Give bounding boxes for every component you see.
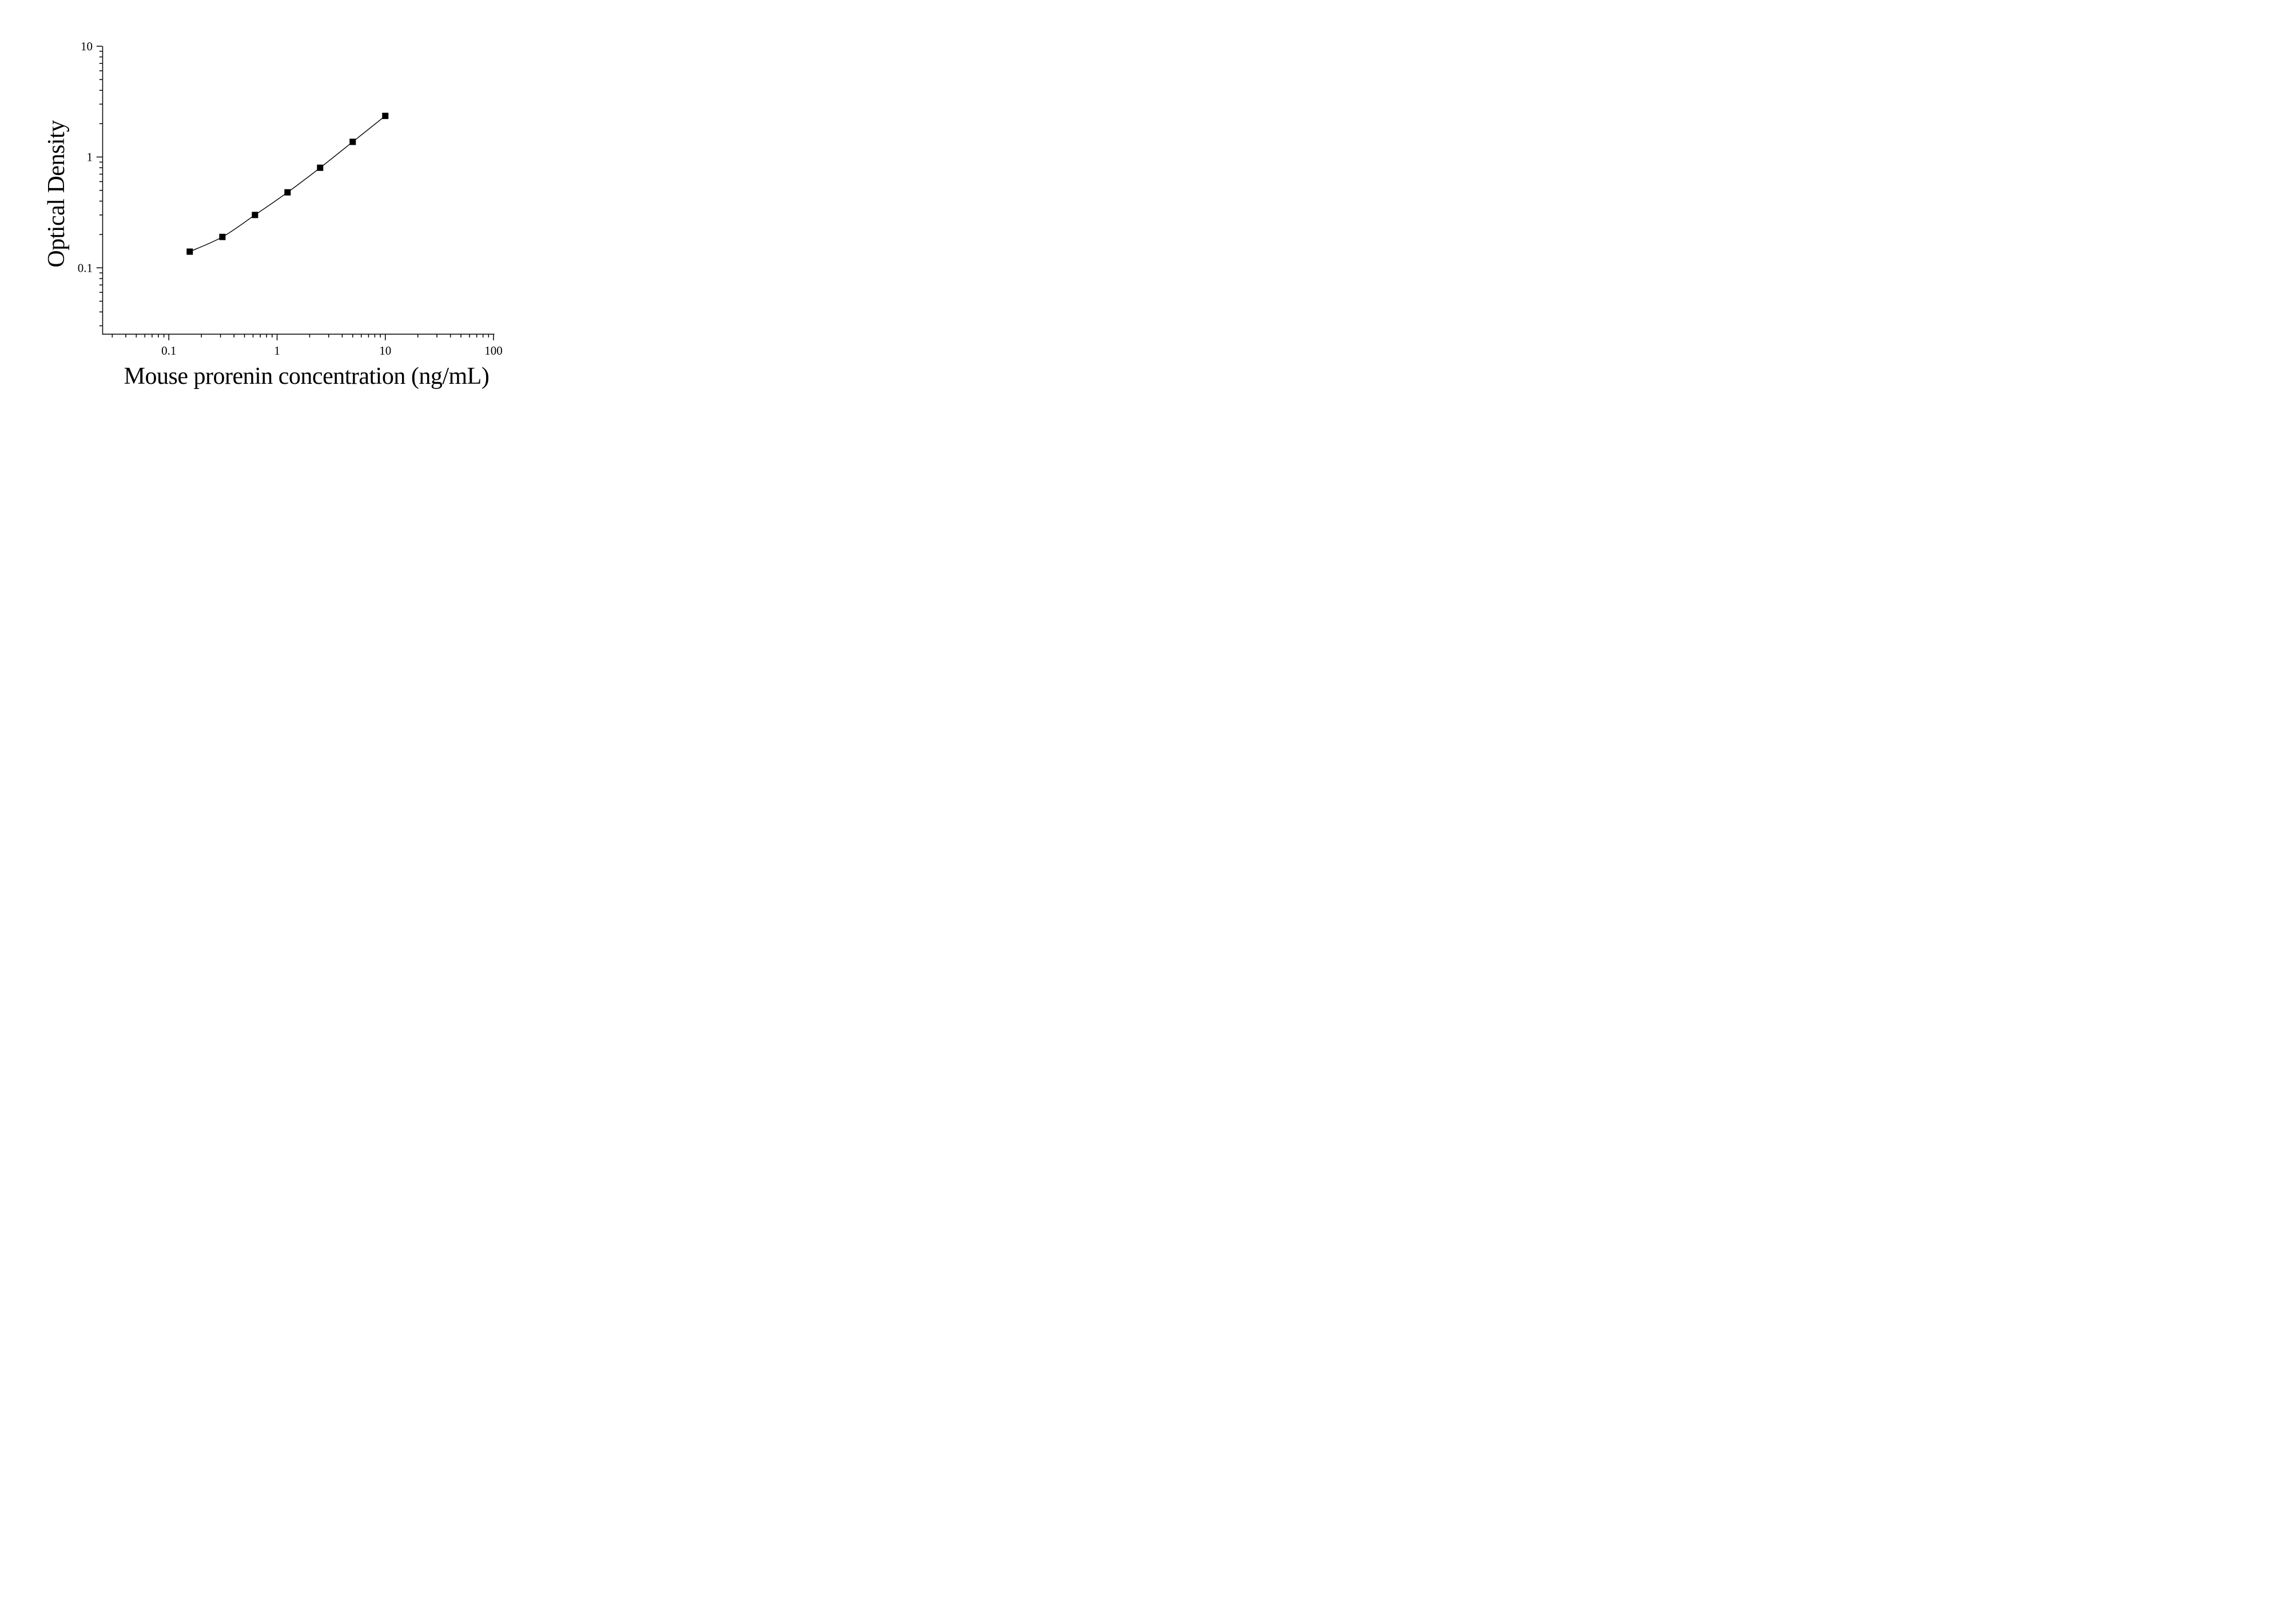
data-point-marker <box>219 233 226 240</box>
plot-canvas: 0.1 1 10 100 10 1 0.1 Mouse prorenin concentra… <box>43 39 503 390</box>
data-point-marker <box>317 164 324 171</box>
y-tick-label: 1 <box>87 150 93 164</box>
data-point-marker <box>382 113 389 120</box>
series-line <box>189 116 386 252</box>
data-point-marker <box>186 248 193 255</box>
y-tick-label: 10 <box>81 39 93 53</box>
data-point-marker <box>284 189 291 196</box>
x-tick-label: 1 <box>274 344 280 357</box>
y-axis-title: Optical Density <box>43 120 70 268</box>
axes <box>96 46 495 340</box>
data-point-marker <box>349 138 356 145</box>
x-axis-title: Mouse prorenin concentration (ng/mL) <box>124 363 490 390</box>
data-point-marker <box>252 212 258 218</box>
tick-labels: 0.1 1 10 100 10 1 0.1 <box>78 39 503 357</box>
elisa-standard-curve-figure: 0.1 1 10 100 10 1 0.1 Mouse prorenin concentra… <box>0 0 574 402</box>
x-tick-label: 0.1 <box>161 344 176 357</box>
x-tick-label: 10 <box>379 344 391 357</box>
x-tick-label: 100 <box>484 344 503 357</box>
data-series <box>186 113 389 255</box>
y-tick-label: 0.1 <box>78 261 93 275</box>
